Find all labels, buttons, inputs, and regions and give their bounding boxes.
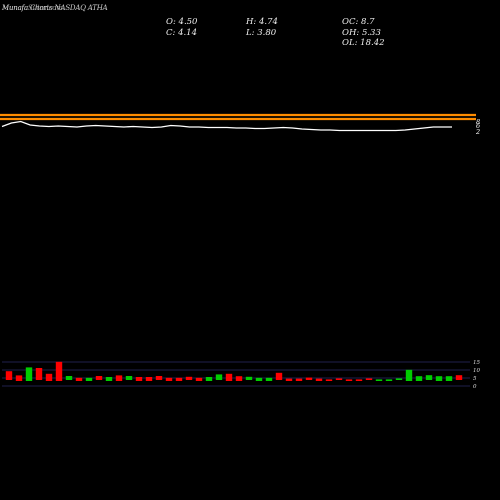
volume-bar bbox=[225, 373, 233, 381]
volume-bar bbox=[115, 375, 123, 381]
volume-bar bbox=[285, 378, 293, 381]
volume-bar bbox=[65, 376, 73, 380]
volume-bar bbox=[395, 378, 403, 380]
volume-tick-label: 15 bbox=[473, 360, 480, 366]
volume-bar bbox=[305, 377, 313, 380]
price-line bbox=[1, 120, 452, 132]
brand-text: MunafaSutra.com bbox=[2, 4, 63, 12]
volume-bar bbox=[385, 379, 393, 381]
ohlc-ol: OL: 18.42 bbox=[342, 38, 385, 48]
volume-bar bbox=[345, 379, 353, 381]
volume-bar bbox=[315, 378, 323, 381]
volume-bar bbox=[325, 379, 333, 381]
ohlc-oh: OH: 5.33 bbox=[342, 28, 381, 38]
volume-bar bbox=[35, 368, 43, 380]
volume-bar bbox=[435, 376, 443, 381]
volume-bar bbox=[85, 377, 93, 381]
volume-bar bbox=[245, 376, 253, 380]
volume-bar bbox=[145, 377, 153, 381]
volume-bar bbox=[445, 376, 453, 381]
volume-bar bbox=[15, 375, 23, 381]
volume-bar bbox=[105, 377, 113, 381]
volume-bar bbox=[455, 375, 463, 380]
volume-bar bbox=[215, 374, 223, 380]
volume-tick-label: 10 bbox=[473, 368, 480, 374]
title-text: Munafa Charts NASDAQ ATHA bbox=[2, 4, 108, 12]
volume-bar bbox=[55, 361, 63, 381]
volume-bar bbox=[5, 371, 13, 380]
volume-bar bbox=[165, 377, 173, 381]
volume-bar bbox=[355, 379, 363, 381]
ohlc-open: O: 4.50 bbox=[166, 17, 198, 27]
volume-bar bbox=[335, 378, 343, 380]
volume-bar bbox=[155, 376, 163, 380]
volume-bar bbox=[265, 377, 273, 381]
price-tick-label: 6 bbox=[476, 122, 480, 130]
volume-bar bbox=[415, 376, 423, 381]
volume-tick-label: 5 bbox=[473, 376, 477, 382]
volume-bar bbox=[175, 377, 183, 381]
volume-bar bbox=[45, 373, 53, 381]
volume-bar bbox=[195, 377, 203, 381]
ohlc-high: H: 4.74 bbox=[246, 17, 278, 27]
volume-bar bbox=[295, 378, 303, 381]
price-tick-label: 8 bbox=[476, 118, 480, 126]
volume-bar bbox=[365, 378, 373, 380]
volume-bar bbox=[95, 376, 103, 380]
price-tick-label: 2 bbox=[475, 128, 480, 136]
volume-bar bbox=[255, 377, 263, 381]
volume-bar bbox=[135, 377, 143, 381]
volume-bar bbox=[125, 376, 133, 380]
volume-bar bbox=[75, 377, 83, 381]
volume-bar bbox=[425, 375, 433, 380]
volume-bar bbox=[375, 379, 383, 381]
volume-tick-label: 0 bbox=[473, 384, 477, 390]
volume-bar bbox=[185, 376, 193, 380]
volume-bar bbox=[235, 376, 243, 381]
ohlc-low: L: 3.80 bbox=[246, 28, 277, 38]
volume-bar bbox=[25, 367, 33, 381]
volume-bar bbox=[205, 377, 213, 381]
volume-bar bbox=[405, 369, 413, 381]
ohlc-oc: OC: 8.7 bbox=[342, 17, 375, 27]
volume-bar bbox=[275, 372, 283, 380]
ohlc-close: C: 4.14 bbox=[166, 28, 197, 38]
